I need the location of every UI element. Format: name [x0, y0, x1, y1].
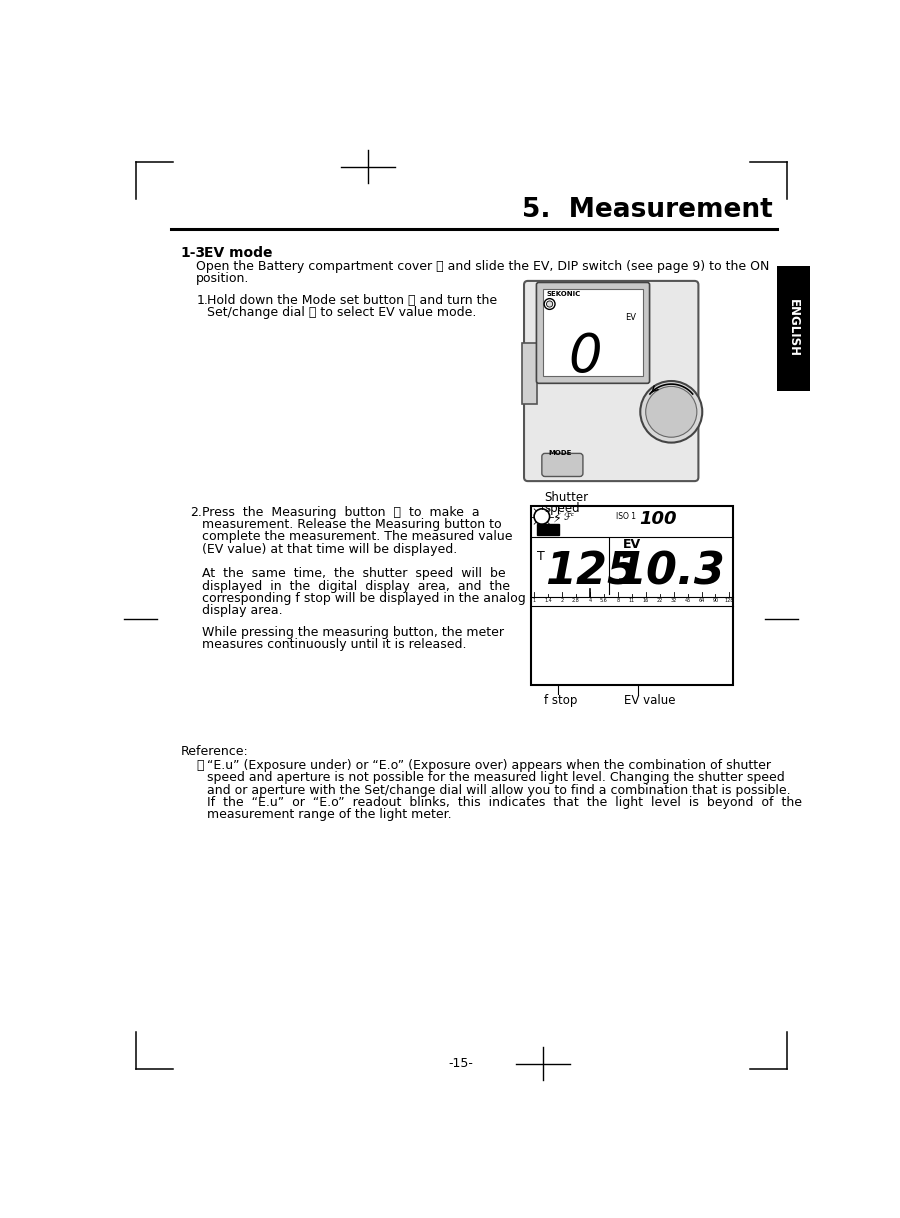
Text: ISO 1: ISO 1: [616, 512, 636, 521]
FancyBboxPatch shape: [542, 453, 583, 476]
Text: measurement. Release the Measuring button to: measurement. Release the Measuring butto…: [202, 518, 501, 531]
Text: complete the measurement. The measured value: complete the measurement. The measured v…: [202, 530, 512, 543]
Circle shape: [544, 298, 555, 309]
Text: displayed  in  the  digital  display  area,  and  the: displayed in the digital display area, a…: [202, 580, 509, 593]
Text: 1.: 1.: [196, 294, 208, 307]
Text: 128: 128: [724, 598, 734, 603]
FancyBboxPatch shape: [536, 283, 650, 384]
Text: 1-3: 1-3: [181, 246, 206, 261]
Text: 2: 2: [561, 598, 563, 603]
Text: Set/change dial Ⓣ to select EV value mode.: Set/change dial Ⓣ to select EV value mod…: [207, 306, 476, 319]
Text: and or aperture with the Set/change dial will allow you to find a combination th: and or aperture with the Set/change dial…: [207, 783, 791, 797]
Circle shape: [546, 301, 553, 307]
Text: While pressing the measuring button, the meter: While pressing the measuring button, the…: [202, 626, 504, 639]
Text: (EV value) at that time will be displayed.: (EV value) at that time will be displaye…: [202, 543, 457, 555]
Text: f stop: f stop: [544, 694, 578, 708]
Text: 4: 4: [589, 598, 591, 603]
Circle shape: [640, 381, 702, 442]
Text: “E.u” (Exposure under) or “E.o” (Exposure over) appears when the combination of : “E.u” (Exposure under) or “E.o” (Exposur…: [207, 759, 771, 772]
Bar: [531, 505, 733, 686]
Text: Hold down the Mode set button  and turn the: Hold down the Mode set button  and turn…: [207, 294, 497, 307]
Text: 0: 0: [569, 331, 602, 382]
Text: speed and aperture is not possible for the measured light level. Changing the sh: speed and aperture is not possible for t…: [207, 771, 785, 784]
Text: 32: 32: [670, 598, 677, 603]
Text: 5.  Measurement: 5. Measurement: [522, 197, 773, 223]
Text: SEKONIC: SEKONIC: [546, 291, 580, 297]
Text: 1.4: 1.4: [544, 598, 552, 603]
Text: ⚡: ⚡: [553, 512, 562, 525]
Text: 10.3: 10.3: [615, 551, 724, 593]
Bar: [537, 524, 559, 535]
Text: Press  the  Measuring  button    to  make  a: Press the Measuring button  to make a: [202, 505, 479, 519]
Text: 22: 22: [656, 598, 662, 603]
Text: If  the  “E.u”  or  “E.o”  readout  blinks,  this  indicates  that  the  light  : If the “E.u” or “E.o” readout blinks, th…: [207, 797, 802, 809]
Text: 16: 16: [643, 598, 649, 603]
Bar: [544, 290, 643, 375]
Text: speed: speed: [544, 502, 580, 515]
Text: 45: 45: [684, 598, 690, 603]
Circle shape: [645, 386, 697, 437]
Text: EV mode: EV mode: [204, 246, 273, 261]
Text: position.: position.: [196, 273, 249, 285]
Text: 100: 100: [640, 510, 677, 529]
FancyBboxPatch shape: [524, 281, 698, 481]
Text: MODE: MODE: [549, 451, 572, 457]
Bar: [522, 342, 537, 404]
Bar: [777, 266, 810, 391]
Text: -15-: -15-: [449, 1057, 473, 1071]
Text: ・: ・: [196, 759, 203, 772]
Text: 8: 8: [616, 598, 619, 603]
Text: At  the  same  time,  the  shutter  speed  will  be: At the same time, the shutter speed will…: [202, 568, 505, 580]
Text: 125: 125: [545, 551, 638, 593]
Text: corresponding f stop will be displayed in the analog: corresponding f stop will be displayed i…: [202, 592, 526, 605]
Circle shape: [534, 509, 550, 524]
Text: T: T: [537, 551, 545, 564]
Text: display area.: display area.: [202, 604, 283, 618]
Text: 1: 1: [533, 598, 536, 603]
Text: EV: EV: [623, 538, 641, 551]
Text: 2.8: 2.8: [572, 598, 580, 603]
Text: Reference:: Reference:: [181, 745, 248, 759]
Text: 64: 64: [698, 598, 705, 603]
Text: Shutter: Shutter: [544, 491, 589, 504]
Text: measures continuously until it is released.: measures continuously until it is releas…: [202, 638, 466, 652]
Text: ℱᶜ: ℱᶜ: [563, 512, 575, 521]
Text: 2.: 2.: [190, 505, 202, 519]
Text: ENGLISH: ENGLISH: [787, 300, 799, 357]
Text: Open the Battery compartment cover  and slide the EV, DIP switch (see page 9) t: Open the Battery compartment cover  and…: [196, 261, 770, 273]
Text: 11: 11: [628, 598, 634, 603]
Text: 5.6: 5.6: [600, 598, 608, 603]
Text: 90: 90: [713, 598, 718, 603]
Text: EV value: EV value: [624, 694, 676, 708]
Text: measurement range of the light meter.: measurement range of the light meter.: [207, 809, 452, 821]
Text: EV: EV: [626, 313, 636, 323]
